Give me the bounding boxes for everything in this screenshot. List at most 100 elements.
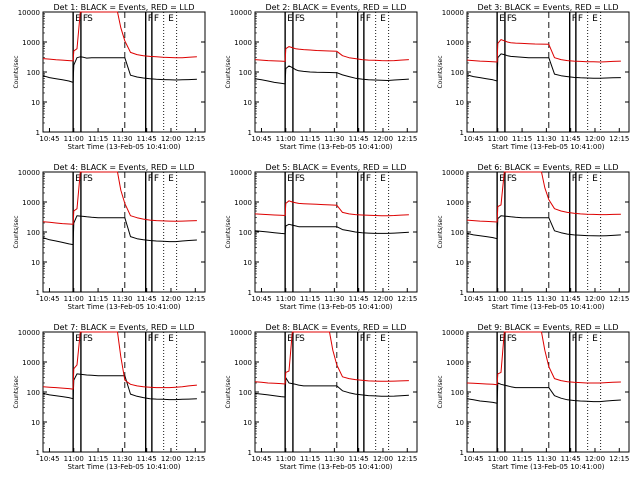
- event-annotation: F: [366, 334, 371, 344]
- x-tick-label: 10:45: [251, 295, 271, 303]
- event-annotation: E: [592, 334, 598, 344]
- detector-panel-7: Det 7: BLACK = Events, RED = LLD 1 10 100 10…: [13, 323, 206, 471]
- detector-panel-6: Det 6: BLACK = Events, RED = LLD 1 10 100 10…: [437, 163, 630, 311]
- x-tick-label: 11:00: [276, 295, 296, 303]
- x-tick-label: 11:45: [137, 135, 157, 143]
- x-axis-label: Start Time (13-Feb-05 10:41:00): [279, 143, 392, 151]
- y-tick-label: 10000: [230, 169, 252, 177]
- x-tick-label: 11:15: [300, 135, 320, 143]
- x-tick-label: 11:15: [300, 295, 320, 303]
- y-tick-label: 10: [243, 259, 252, 267]
- event-annotation: S: [87, 14, 93, 24]
- x-tick-label: 11:15: [88, 135, 108, 143]
- y-axis-label: Counts/sec: [437, 375, 444, 408]
- y-tick-label: 100: [239, 389, 252, 397]
- x-tick-label: 12:00: [373, 295, 393, 303]
- y-tick-label: 100: [27, 389, 40, 397]
- y-tick-label: 1: [248, 449, 252, 457]
- detector-panel-4: Det 4: BLACK = Events, RED = LLD 1 10 100 10…: [13, 163, 206, 311]
- x-tick-label: 12:00: [373, 455, 393, 463]
- plot-frame: [466, 331, 630, 453]
- y-tick-label: 1000: [234, 359, 252, 367]
- y-tick-label: 10000: [442, 9, 464, 17]
- y-tick-label: 10000: [442, 169, 464, 177]
- y-tick-label: 1: [248, 129, 252, 137]
- x-axis-label: Start Time (13-Feb-05 10:41:00): [491, 143, 604, 151]
- y-tick-label: 100: [451, 389, 464, 397]
- x-tick-label: 12:15: [185, 295, 205, 303]
- x-tick-label: 11:00: [64, 295, 84, 303]
- event-annotation: E: [380, 174, 386, 184]
- series-line-events: [466, 53, 621, 82]
- y-tick-label: 1000: [22, 39, 40, 47]
- x-tick-label: 12:15: [397, 455, 417, 463]
- event-annotation: F: [295, 334, 300, 344]
- x-tick-label: 12:15: [185, 135, 205, 143]
- x-tick-label: 11:30: [112, 295, 132, 303]
- event-annotation: E: [499, 14, 505, 24]
- x-tick-label: 12:00: [585, 135, 605, 143]
- x-tick-label: 11:30: [324, 135, 344, 143]
- x-tick-label: 10:45: [463, 455, 483, 463]
- event-annotation: E: [287, 14, 293, 24]
- series-line-lld: [254, 331, 409, 385]
- x-axis-label: Start Time (13-Feb-05 10:41:00): [67, 303, 180, 311]
- event-annotation: F: [148, 334, 153, 344]
- panel-title: Det 2: BLACK = Events, RED = LLD: [266, 3, 407, 12]
- plot-frame: [254, 171, 418, 293]
- event-annotation: F: [366, 14, 371, 24]
- x-tick-label: 11:15: [88, 455, 108, 463]
- x-tick-label: 11:15: [300, 455, 320, 463]
- event-annotation: F: [295, 14, 300, 24]
- series-line-lld: [466, 171, 621, 223]
- y-tick-label: 1: [36, 289, 40, 297]
- series-line-events: [466, 215, 621, 240]
- x-tick-label: 12:00: [161, 455, 181, 463]
- panel-title: Det 8: BLACK = Events, RED = LLD: [266, 323, 407, 332]
- event-annotation: E: [168, 14, 174, 24]
- plot-frame: [254, 331, 418, 453]
- x-tick-label: 11:45: [561, 295, 581, 303]
- event-annotation: F: [572, 334, 577, 344]
- x-tick-label: 11:45: [561, 135, 581, 143]
- x-tick-label: 12:00: [585, 455, 605, 463]
- x-tick-label: 12:15: [609, 295, 629, 303]
- panel-title: Det 6: BLACK = Events, RED = LLD: [478, 163, 619, 172]
- series-line-events: [254, 223, 409, 235]
- event-annotation: F: [572, 14, 577, 24]
- event-annotation: E: [287, 174, 293, 184]
- x-tick-label: 11:45: [349, 135, 369, 143]
- series-line-lld: [254, 200, 409, 217]
- event-annotation: E: [75, 174, 81, 184]
- event-annotation: E: [168, 334, 174, 344]
- x-tick-label: 11:45: [349, 295, 369, 303]
- y-tick-label: 1000: [22, 359, 40, 367]
- event-annotation: F: [148, 14, 153, 24]
- event-annotation: E: [499, 174, 505, 184]
- event-annotation: F: [154, 14, 159, 24]
- detector-panel-9: Det 9: BLACK = Events, RED = LLD 1 10 100 10…: [437, 323, 630, 471]
- y-tick-label: 10000: [230, 329, 252, 337]
- x-tick-label: 12:00: [373, 135, 393, 143]
- x-tick-label: 11:15: [512, 455, 532, 463]
- y-tick-label: 10000: [230, 9, 252, 17]
- y-tick-label: 1000: [446, 199, 464, 207]
- event-annotation: S: [87, 174, 93, 184]
- y-tick-label: 1: [460, 289, 464, 297]
- event-annotation: F: [295, 174, 300, 184]
- x-tick-label: 10:45: [39, 295, 59, 303]
- event-annotation: F: [148, 174, 153, 184]
- series-line-events: [42, 215, 197, 246]
- y-axis-label: Counts/sec: [225, 375, 232, 408]
- panel-title: Det 9: BLACK = Events, RED = LLD: [478, 323, 619, 332]
- series-line-events: [254, 65, 409, 85]
- x-tick-label: 12:15: [397, 295, 417, 303]
- x-tick-label: 10:45: [251, 455, 271, 463]
- detector-panel-8: Det 8: BLACK = Events, RED = LLD 1 10 100 10…: [225, 323, 418, 471]
- x-axis-label: Start Time (13-Feb-05 10:41:00): [67, 463, 180, 471]
- x-tick-label: 12:15: [185, 455, 205, 463]
- plot-frame: [42, 11, 206, 133]
- x-tick-label: 11:15: [512, 295, 532, 303]
- y-tick-label: 100: [239, 69, 252, 77]
